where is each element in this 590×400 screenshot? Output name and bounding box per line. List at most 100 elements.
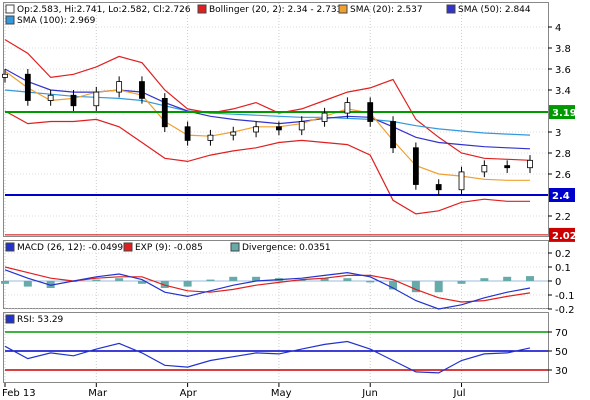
sma100-line — [4, 89, 531, 136]
candle-body — [276, 126, 282, 131]
candle-body — [504, 165, 511, 169]
candle-body — [70, 94, 77, 107]
divergence-bar — [183, 281, 192, 287]
legend-ohlc: Op:2.583, Hi:2.741, Lo:2.582, Cl:2.726 — [17, 5, 191, 15]
divergence-bar — [526, 276, 534, 281]
legend-rsi: RSI: 53.29 — [17, 315, 64, 325]
macd-panel — [3, 240, 549, 309]
candle-body — [298, 121, 305, 131]
candle-body — [435, 184, 442, 191]
price-axis-label: 2.8 — [555, 149, 571, 160]
bollinger-upper-line — [4, 39, 531, 161]
divergence-bar — [434, 281, 443, 293]
price-legend: Op:2.583, Hi:2.741, Lo:2.582, Cl:2.726 B… — [5, 4, 531, 26]
legend-swatch-sma50 — [446, 4, 456, 14]
divergence-bar — [297, 279, 306, 281]
legend-divergence: Divergence: 0.0351 — [242, 243, 331, 253]
divergence-bar — [160, 281, 169, 288]
divergence-bar — [252, 276, 261, 281]
support-line-red-tag: 2.02 — [552, 231, 577, 242]
divergence-bar — [411, 281, 420, 293]
support-line-red-tag-bg — [549, 227, 575, 242]
sma20-line — [4, 70, 530, 181]
legend-swatch-macd — [5, 242, 15, 252]
bollinger-lower-line — [4, 110, 530, 215]
legend-bollinger: Bollinger (20, 2): 2.34 - 2.733 — [209, 5, 342, 15]
price-axis-label: 3.4 — [555, 86, 571, 97]
legend-swatch-divergence — [230, 242, 240, 252]
rsi-axis-label: 50 — [555, 347, 568, 358]
price-axis-label: 2.6 — [555, 170, 571, 181]
divergence-bar — [343, 278, 352, 281]
divergence-bar — [92, 279, 101, 281]
legend-swatch-ohlc — [5, 4, 15, 14]
candle-body — [253, 126, 259, 133]
price-axis-label: 3.6 — [555, 65, 571, 76]
divergence-bar — [23, 281, 32, 287]
macd-axis-label: 0.2 — [555, 249, 571, 260]
rsi-axis-label: 70 — [555, 328, 568, 339]
exp-line — [4, 266, 531, 303]
divergence-bar — [503, 276, 512, 281]
rsi-axis-label: 30 — [555, 366, 568, 377]
legend-macd: MACD (26, 12): -0.0499 — [17, 243, 123, 253]
legend-swatch-rsi — [5, 314, 15, 324]
price-axis-label: 3 — [555, 128, 561, 139]
rsi-line — [4, 340, 531, 374]
candle-body — [184, 126, 191, 141]
macd-axis-label: 0 — [555, 277, 561, 288]
candle-body — [230, 131, 237, 136]
divergence-bar — [389, 281, 398, 290]
macd-line — [4, 269, 531, 310]
legend-swatch-sma100 — [5, 15, 15, 25]
macd-axis-label: -0.2 — [555, 305, 575, 316]
divergence-bar — [320, 278, 329, 281]
candle-body — [93, 91, 100, 107]
legend-swatch-exp — [123, 242, 133, 252]
candle-body — [24, 73, 31, 101]
candle-body — [161, 98, 168, 128]
candle-body — [47, 94, 54, 101]
divergence-bar — [137, 281, 146, 284]
resistance-line-green-tag-bg — [549, 105, 575, 120]
rsi-panel — [3, 312, 549, 383]
candle-body — [458, 171, 465, 191]
legend-swatch-bollinger — [197, 4, 207, 14]
candle-body — [527, 159, 533, 169]
divergence-bar — [46, 281, 55, 288]
macd-axis-label: 0.1 — [555, 263, 571, 274]
resistance-line-green-tag: 3.19 — [552, 108, 577, 119]
month-label: Apr — [180, 388, 198, 399]
divergence-bar — [457, 281, 466, 284]
candle-body — [390, 121, 396, 149]
candle-body — [207, 134, 214, 141]
legend-exp: EXP (9): -0.085 — [135, 243, 203, 253]
sma50-line — [4, 68, 531, 150]
legend-sma20: SMA (20): 2.537 — [350, 5, 423, 15]
candle-body — [116, 81, 123, 93]
month-label: Jul — [453, 388, 466, 399]
legend-sma100: SMA (100): 2.969 — [17, 16, 96, 26]
divergence-bar — [229, 276, 238, 281]
divergence-bar — [366, 281, 375, 283]
legend-swatch-sma20 — [338, 4, 348, 14]
candle-body — [344, 102, 351, 114]
divergence-bar — [115, 278, 124, 281]
price-axis-label: 4 — [555, 23, 561, 34]
candle-body — [367, 102, 374, 122]
divergence-bar — [480, 278, 489, 281]
candle-body — [412, 147, 419, 185]
legend-sma50: SMA (50): 2.844 — [458, 5, 531, 15]
candle-body — [2, 73, 8, 78]
price-axis-label: 2.2 — [555, 212, 571, 223]
divergence-bar — [1, 281, 9, 284]
support-line-blue-tag-bg — [549, 188, 575, 202]
month-label: Jun — [361, 388, 378, 399]
macd-legend: MACD (26, 12): -0.0499 EXP (9): -0.085 D… — [5, 242, 331, 253]
divergence-bar — [206, 279, 215, 281]
macd-axis-label: -0.1 — [555, 291, 575, 302]
month-label: Mar — [88, 388, 108, 399]
candle-body — [139, 81, 145, 99]
